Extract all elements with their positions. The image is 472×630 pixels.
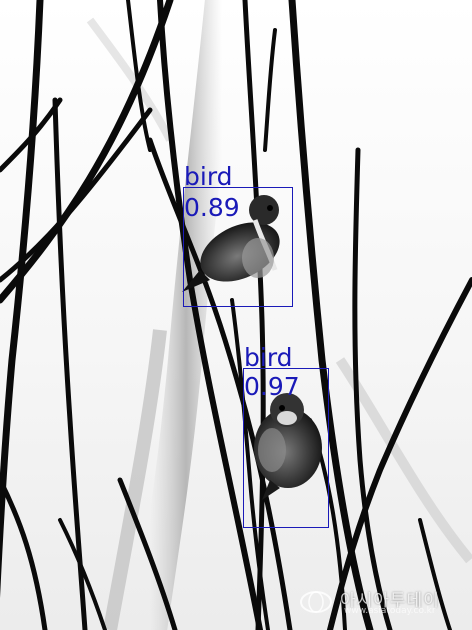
watermark-logo-icon [300, 591, 332, 613]
detection-score-1: 0.89 [184, 193, 240, 222]
detection-box-2 [243, 368, 329, 528]
bird-upper [182, 195, 280, 292]
watermark: 아시아투데이 www.asiatoday.co.kr [296, 586, 466, 626]
detection-label-1: bird [184, 162, 233, 191]
watermark-text: 아시아투데이 [340, 591, 440, 611]
blurred-branches [86, 0, 472, 630]
watermark-url: www.asiatoday.co.kr [344, 606, 436, 616]
detection-score-2: 0.97 [244, 372, 300, 401]
bird-lower [254, 393, 322, 500]
detection-box-1 [183, 187, 293, 307]
detection-label-2: bird [244, 343, 293, 372]
